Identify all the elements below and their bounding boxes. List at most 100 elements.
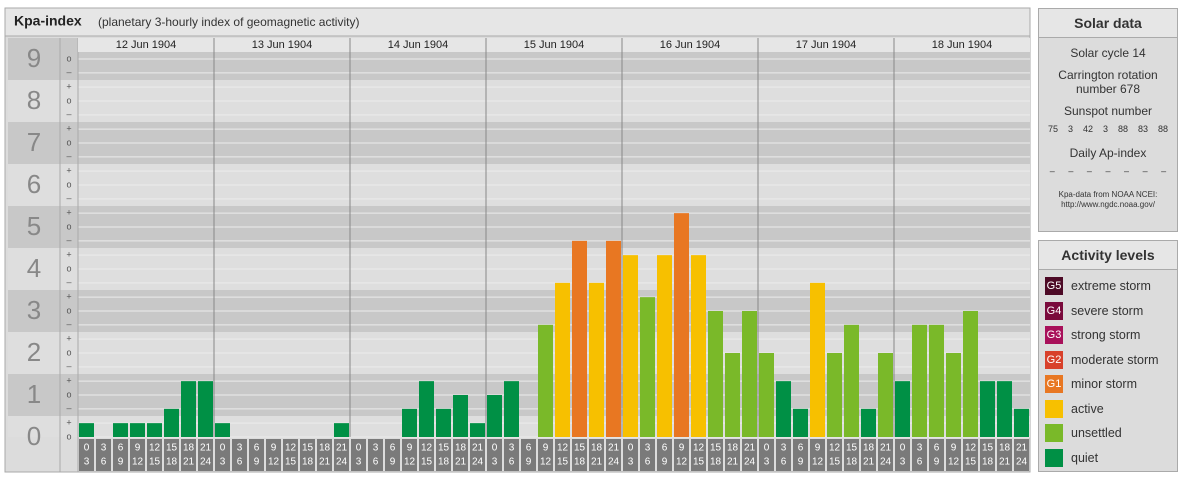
sunspot-value: 3 — [1067, 124, 1073, 134]
y-minor-label: – — [66, 235, 71, 245]
solar-cycle: Solar cycle 14 — [1070, 46, 1146, 60]
bar — [215, 423, 230, 437]
slot-label: 12 — [676, 457, 688, 468]
slot-box — [181, 439, 196, 471]
level-name: moderate storm — [1071, 352, 1159, 367]
slot-box — [623, 439, 638, 471]
y-minor-label: + — [66, 166, 71, 176]
ap-value: – — [1049, 166, 1055, 176]
slot-label: 6 — [934, 443, 940, 454]
slot-label: 18 — [455, 443, 467, 454]
slot-label: 12 — [540, 457, 552, 468]
slot-label: 21 — [200, 443, 212, 454]
slot-label: 18 — [727, 443, 739, 454]
slot-label: 9 — [934, 457, 940, 468]
slot-label: 9 — [407, 443, 413, 454]
bar — [810, 282, 825, 437]
y-minor-label: – — [66, 151, 71, 161]
slot-box — [810, 439, 825, 471]
slot-box — [708, 439, 723, 471]
slot-label: 24 — [200, 457, 212, 468]
y-minor-label: o — [66, 305, 71, 315]
bar — [708, 311, 723, 437]
slot-label: 24 — [744, 457, 756, 468]
slot-label: 3 — [509, 443, 515, 454]
sunspot-row: 75 3 42 3 88 83 88 — [1043, 124, 1173, 134]
slot-label: 6 — [662, 443, 668, 454]
slot-label: 12 — [285, 443, 297, 454]
slot-box — [878, 439, 893, 471]
slot-label: 3 — [84, 457, 90, 468]
slot-box — [742, 439, 757, 471]
level-name: quiet — [1071, 450, 1099, 465]
slot-box — [895, 439, 910, 471]
slot-label: 21 — [336, 443, 348, 454]
slot-label: 3 — [373, 443, 379, 454]
bar — [572, 240, 587, 437]
slot-label: 15 — [693, 457, 705, 468]
slot-label: 15 — [557, 457, 569, 468]
bar — [878, 353, 893, 437]
slot-label: 18 — [591, 443, 603, 454]
source-url: http://www.ngdc.noaa.gov/ — [1061, 200, 1155, 209]
bar — [589, 282, 604, 437]
bar — [1014, 408, 1029, 437]
slot-box — [368, 439, 383, 471]
slot-label: 6 — [237, 457, 243, 468]
slot-label: 3 — [764, 457, 770, 468]
slot-label: 9 — [271, 443, 277, 454]
bar — [691, 255, 706, 437]
slot-label: 0 — [492, 443, 498, 454]
y-tick-label: 1 — [27, 379, 41, 409]
slot-label: 18 — [319, 443, 331, 454]
slot-label: 21 — [455, 457, 467, 468]
slot-label: 18 — [710, 457, 722, 468]
slot-label: 9 — [798, 457, 804, 468]
source: Kpa-data from NOAA NCEI: — [1058, 190, 1158, 199]
slot-label: 12 — [132, 457, 144, 468]
day-label: 16 Jun 1904 — [660, 39, 721, 51]
sunspot-value: 3 — [1102, 124, 1108, 134]
slot-box — [997, 439, 1012, 471]
ap-value: – — [1161, 166, 1167, 176]
slot-box — [402, 439, 417, 471]
slot-label: 6 — [254, 443, 260, 454]
y-minor-label: o — [66, 137, 71, 147]
level-name: extreme storm — [1071, 279, 1151, 294]
carrington: Carrington rotation number 678 — [1058, 68, 1158, 96]
panel-title: Solar data — [1039, 9, 1177, 38]
level-row: G3 strong storm — [1039, 323, 1177, 348]
slot-label: 0 — [764, 443, 770, 454]
bar — [861, 408, 876, 437]
slot-label: 12 — [829, 443, 841, 454]
slot-box — [147, 439, 162, 471]
slot-label: 9 — [951, 443, 957, 454]
bar — [419, 381, 434, 437]
slot-label: 18 — [166, 457, 178, 468]
y-tick-label: 5 — [27, 211, 41, 241]
bar — [334, 423, 349, 437]
slot-label: 12 — [421, 443, 433, 454]
level-name: active — [1071, 401, 1104, 416]
slot-box — [232, 439, 247, 471]
slot-label: 15 — [302, 443, 314, 454]
slot-box — [266, 439, 281, 471]
sunspot-value: 88 — [1117, 124, 1128, 134]
slot-box — [470, 439, 485, 471]
day-label: 17 Jun 1904 — [796, 39, 857, 51]
bar — [742, 311, 757, 437]
panel-title: Activity levels — [1039, 241, 1177, 270]
level-swatch: G4 — [1045, 301, 1063, 320]
slot-label: 12 — [268, 457, 280, 468]
bar — [147, 423, 162, 437]
level-row: G4 severe storm — [1039, 299, 1177, 324]
bar — [436, 408, 451, 437]
slot-box — [1014, 439, 1029, 471]
slot-label: 15 — [829, 457, 841, 468]
slot-label: 24 — [1016, 457, 1028, 468]
slot-box — [861, 439, 876, 471]
y-minor-label: + — [66, 418, 71, 428]
slot-label: 21 — [744, 443, 756, 454]
ap-value: – — [1124, 166, 1130, 176]
